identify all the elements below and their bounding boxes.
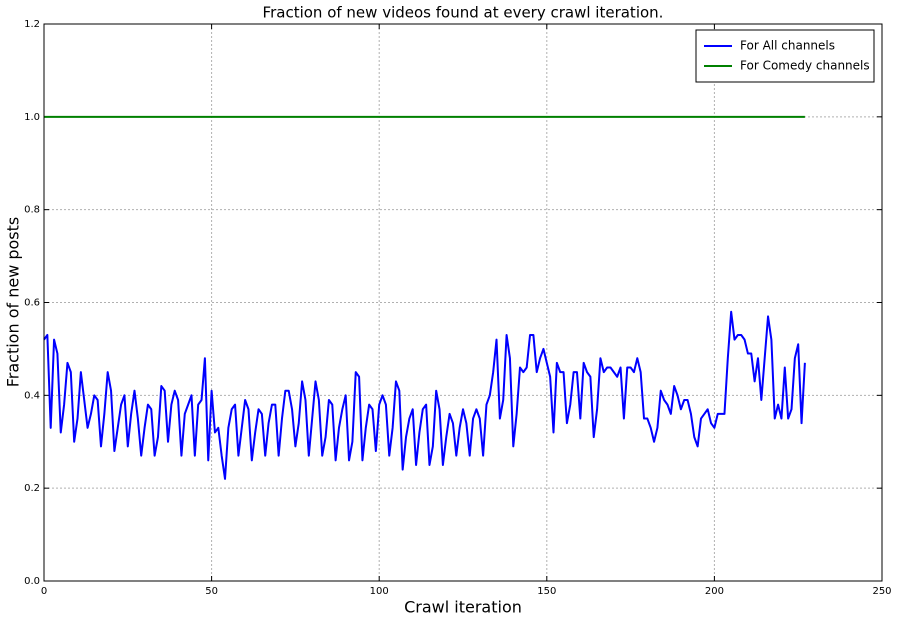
legend-label: For Comedy channels (740, 59, 870, 73)
data-line (43, 310, 806, 480)
x-tick-label: 50 (205, 586, 218, 597)
legend: For All channels For Comedy channels (695, 29, 875, 83)
y-axis-label: Fraction of new posts (4, 217, 23, 388)
y-tick-label: 0.8 (24, 205, 40, 216)
x-tick-label: 150 (537, 586, 556, 597)
y-tick-label: 0.0 (24, 576, 40, 587)
x-tick-label: 0 (41, 586, 47, 597)
legend-label: For All channels (740, 39, 835, 53)
y-tick-label: 1.2 (24, 19, 40, 30)
chart-title: Fraction of new videos found at every cr… (263, 4, 664, 22)
legend-box (695, 29, 875, 83)
y-tick-label: 1.0 (24, 112, 40, 123)
y-tick-label: 0.2 (24, 483, 40, 494)
x-axis-label: Crawl iteration (404, 598, 522, 617)
plot-frame (43, 23, 883, 582)
y-tick-label: 0.4 (24, 390, 40, 401)
x-tick-label: 200 (705, 586, 724, 597)
x-tick-label: 100 (370, 586, 389, 597)
y-tick-label: 0.6 (24, 298, 40, 309)
x-tick-label: 250 (872, 586, 891, 597)
